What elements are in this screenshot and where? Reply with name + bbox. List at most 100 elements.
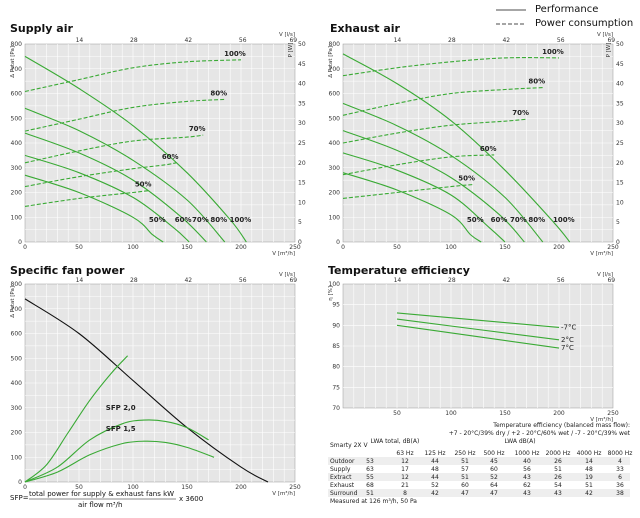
performance-curve-label: 100% [553, 216, 575, 224]
table-cell: 52 [490, 474, 498, 481]
x2-tick-label: 14 [76, 37, 84, 44]
y-tick-label: 600 [11, 331, 23, 338]
power-curve-label: 80% [528, 78, 545, 86]
y2-tick-label: 5 [616, 219, 620, 226]
sfp-curve [24, 419, 209, 483]
performance-curve [342, 172, 482, 243]
table-cell: 51 [554, 466, 562, 473]
x2-tick-label: 69 [289, 37, 297, 44]
x-tick-label: 50 [393, 410, 401, 417]
power-curve-label: 50% [458, 175, 475, 183]
y2-axis-label: P [W] [288, 43, 294, 58]
y-tick-label: 100 [11, 454, 23, 461]
table-row-total: 55 [366, 474, 374, 481]
x2-tick-label: 28 [448, 37, 456, 44]
table-cell: 44 [431, 458, 439, 465]
table-lwa-header: LWA dB(A) [504, 438, 535, 445]
x2-axis-label: V [l/s] [279, 272, 295, 278]
x-tick-label: 250 [289, 244, 301, 251]
x-tick-label: 150 [181, 244, 193, 251]
y-axis-label: η [%] [328, 286, 334, 301]
table-row-total: 63 [366, 466, 374, 473]
y-axis-label: Δ Pstat [Pa] [328, 46, 334, 78]
x2-tick-label: 69 [289, 277, 297, 284]
y-tick-label: 75 [332, 384, 340, 391]
y-tick-label: 200 [329, 190, 341, 197]
performance-curve-label: 100% [230, 216, 252, 224]
table-col-header: 2000 Hz [546, 450, 571, 457]
table-cell: 33 [616, 466, 624, 473]
y-tick-label: 700 [11, 66, 23, 73]
y2-axis-label: P [W] [606, 43, 612, 58]
y-tick-label: 0 [18, 479, 22, 486]
table-footnote: Measured at 126 m³/h, 50 Pa [330, 498, 417, 505]
table-cell: 14 [585, 458, 593, 465]
y2-tick-label: 15 [616, 180, 624, 187]
table-row-bg [328, 473, 630, 481]
x2-tick-label: 14 [394, 37, 402, 44]
table-cell: 48 [431, 466, 439, 473]
x2-tick-label: 42 [502, 37, 510, 44]
temperature-efficiency-chart: Temperature efficiency 50 100 150 200 250 14 2… [328, 264, 619, 423]
sfp-curve [24, 440, 215, 483]
y2-tick-label: 10 [298, 199, 306, 206]
x2-tick-label: 14 [76, 277, 84, 284]
power-curve [342, 184, 473, 199]
y-tick-label: 200 [11, 430, 23, 437]
table-cell: 36 [616, 482, 624, 489]
sfp-formula-denominator: air flow m³/h [78, 501, 122, 509]
x-axis-label: V [m³/h] [590, 416, 613, 423]
performance-curve-label: 70% [510, 216, 527, 224]
x-axis-label: V [m³/h] [272, 250, 295, 257]
table-row-total: 53 [366, 458, 374, 465]
performance-curve-label: 50% [467, 216, 484, 224]
supply-air-title: Supply air [10, 22, 73, 35]
efficiency-line-label: -7°C [561, 323, 576, 331]
temp-note: Temperature efficiency (balanced mass fl… [449, 422, 631, 437]
table-cell: 26 [554, 458, 562, 465]
y-tick-label: 800 [329, 41, 341, 48]
x2-tick-label: 42 [502, 277, 510, 284]
table-cell: 26 [554, 474, 562, 481]
y-tick-label: 400 [11, 380, 23, 387]
table-cell: 12 [401, 474, 409, 481]
x-tick-label: 100 [127, 484, 139, 491]
performance-curve-label: 50% [149, 216, 166, 224]
y-tick-label: 95 [332, 302, 340, 309]
power-curve-label: 70% [189, 125, 206, 133]
table-row-name: Supply [330, 466, 351, 473]
x2-tick-label: 42 [184, 37, 192, 44]
performance-curve [24, 107, 226, 243]
y-tick-label: 500 [11, 115, 23, 122]
table-cell: 56 [523, 466, 531, 473]
y2-tick-label: 50 [298, 41, 306, 48]
x-tick-label: 100 [127, 244, 139, 251]
table-cell: 60 [490, 466, 498, 473]
table-cell: 45 [490, 458, 498, 465]
performance-curve-label: 60% [491, 216, 508, 224]
temp-note-line-2: +7 - 20°C/39% dry / +2 - 20°C/60% wet / … [449, 430, 631, 437]
x-tick-label: 200 [235, 484, 247, 491]
y2-tick-label: 20 [616, 160, 624, 167]
x2-axis-label: V [l/s] [597, 272, 613, 278]
table-cell: 52 [431, 482, 439, 489]
sfp-formula-prefix: SFP= [10, 494, 29, 502]
y-tick-label: 100 [329, 281, 341, 288]
power-curve [24, 162, 177, 188]
table-cell: 12 [401, 458, 409, 465]
x-tick-label: 0 [341, 244, 345, 251]
table-cell: 42 [431, 490, 439, 497]
efficiency-line-label: 7°C [561, 344, 574, 352]
x2-tick-label: 28 [448, 277, 456, 284]
table-row-bg [328, 489, 630, 497]
power-curve-label: 80% [210, 89, 227, 97]
power-curve [24, 189, 150, 207]
table-cell: 48 [585, 466, 593, 473]
table-lwa-total-header: LWA total, dB(A) [371, 438, 420, 445]
x-tick-label: 150 [499, 410, 511, 417]
y-axis-label: Δ Pstat [Pa] [10, 286, 16, 318]
x2-tick-label: 56 [557, 277, 565, 284]
table-cell: 42 [585, 490, 593, 497]
